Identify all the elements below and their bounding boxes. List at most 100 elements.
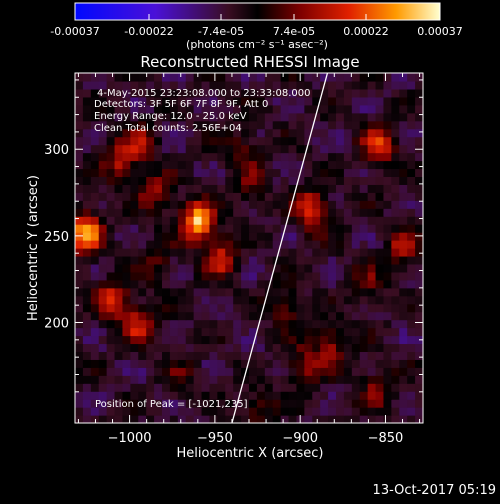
heatmap-cell: [328, 208, 337, 217]
heatmap-cell: [383, 359, 392, 368]
heatmap-cell: [328, 200, 337, 209]
heatmap-cell: [138, 96, 147, 106]
heatmap-cell: [98, 303, 108, 313]
heatmap-cell: [264, 200, 274, 209]
heatmap-cell: [288, 327, 298, 337]
heatmap-cell: [288, 160, 298, 170]
heatmap-cell: [288, 367, 298, 376]
heatmap-cell: [304, 73, 313, 82]
heatmap-cell: [130, 263, 139, 273]
heatmap-cell: [304, 343, 313, 352]
heatmap-cell: [415, 224, 423, 233]
heatmap-cell: [264, 216, 274, 225]
heatmap-cell: [391, 367, 400, 376]
heatmap-cell: [98, 160, 108, 170]
heatmap-cell: [280, 415, 290, 423]
heatmap-cell: [351, 216, 361, 225]
heatmap-cell: [138, 407, 147, 416]
heatmap-cell: [399, 255, 408, 265]
heatmap-cell: [114, 104, 124, 114]
heatmap-cell: [288, 104, 298, 114]
heatmap-cell: [225, 415, 234, 423]
heatmap-cell: [169, 152, 179, 162]
heatmap-cell: [320, 88, 329, 98]
heatmap-cell: [217, 88, 226, 98]
heatmap-cell: [256, 399, 266, 408]
heatmap-cell: [193, 375, 203, 384]
heatmap-cell: [296, 263, 305, 273]
heatmap-cell: [272, 160, 282, 170]
heatmap-cell: [296, 88, 305, 98]
heatmap-cell: [162, 232, 171, 241]
heatmap-cell: [256, 144, 266, 154]
heatmap-cell: [106, 200, 116, 209]
heatmap-cell: [106, 415, 116, 423]
heatmap-cell: [280, 88, 290, 98]
heatmap-cell: [249, 415, 258, 423]
heatmap-cell: [162, 359, 171, 368]
heatmap-cell: [256, 359, 266, 368]
heatmap-cell: [241, 200, 250, 209]
heatmap-cell: [241, 255, 250, 265]
heatmap-cell: [264, 232, 274, 241]
heatmap-cell: [264, 279, 274, 289]
annotation-time-range: 4-May-2015 23:23:08.000 to 23:33:08.000: [97, 88, 310, 99]
heatmap-cell: [320, 375, 329, 384]
heatmap-cell: [162, 73, 171, 82]
heatmap-cell: [256, 232, 266, 241]
heatmap-cell: [241, 216, 250, 225]
heatmap-cell: [351, 248, 361, 257]
heatmap-cell: [343, 311, 353, 321]
heatmap-cell: [201, 415, 211, 423]
heatmap-cell: [233, 295, 242, 305]
heatmap-cell: [98, 279, 108, 289]
heatmap-cell: [185, 168, 195, 177]
heatmap-cell: [162, 271, 171, 281]
heatmap-cell: [82, 359, 92, 368]
heatmap-cell: [272, 184, 282, 193]
heatmap-cell: [351, 287, 361, 297]
heatmap-cell: [138, 192, 147, 201]
heatmap-cell: [336, 311, 345, 321]
heatmap-cell: [407, 200, 416, 209]
heatmap-cell: [375, 152, 385, 162]
heatmap-cell: [399, 200, 408, 209]
heatmap-cell: [415, 96, 423, 106]
heatmap-cell: [280, 351, 290, 360]
heatmap-cell: [241, 144, 250, 154]
heatmap-cell: [359, 120, 369, 130]
heatmap-cell: [146, 224, 155, 233]
heatmap-cell: [312, 391, 321, 400]
heatmap-cell: [415, 200, 423, 209]
heatmap-cell: [225, 96, 234, 106]
heatmap-cell: [351, 303, 361, 313]
heatmap-cell: [288, 136, 298, 146]
heatmap-cell: [90, 73, 100, 82]
chart-title: Reconstructed RHESSI Image: [140, 53, 359, 71]
heatmap-cell: [217, 176, 226, 185]
heatmap-cell: [114, 96, 124, 106]
heatmap-cell: [320, 208, 329, 217]
heatmap-cell: [375, 144, 385, 154]
heatmap-cell: [399, 407, 408, 416]
heatmap-cell: [193, 240, 203, 249]
heatmap-cell: [272, 391, 282, 400]
heatmap-cell: [209, 168, 218, 177]
heatmap-cell: [162, 311, 171, 321]
heatmap-cell: [391, 128, 400, 138]
heatmap-cell: [75, 375, 84, 384]
heatmap-cell: [169, 184, 179, 193]
heatmap-cell: [407, 152, 416, 162]
heatmap-cell: [296, 295, 305, 305]
heatmap-cell: [399, 295, 408, 305]
heatmap-cell: [177, 112, 187, 122]
heatmap-cell: [351, 112, 361, 122]
heatmap-cell: [225, 399, 234, 408]
heatmap-cell: [336, 200, 345, 209]
heatmap-cell: [280, 96, 290, 106]
heatmap-cell: [336, 192, 345, 201]
heatmap-cell: [272, 120, 282, 130]
heatmap-cell: [98, 248, 108, 257]
heatmap-cell: [336, 232, 345, 241]
heatmap-cell: [304, 216, 313, 225]
